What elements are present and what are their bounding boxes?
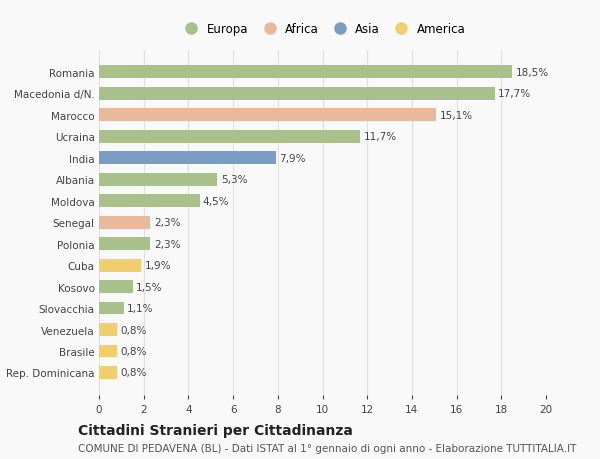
Bar <box>99 345 117 358</box>
Text: Cittadini Stranieri per Cittadinanza: Cittadini Stranieri per Cittadinanza <box>78 423 353 437</box>
Legend: Europa, Africa, Asia, America: Europa, Africa, Asia, America <box>175 18 470 41</box>
Bar <box>99 216 151 229</box>
Text: 2,3%: 2,3% <box>154 239 180 249</box>
Text: 15,1%: 15,1% <box>440 111 473 120</box>
Text: 7,9%: 7,9% <box>279 153 305 163</box>
Text: 2,3%: 2,3% <box>154 218 180 228</box>
Bar <box>99 88 494 101</box>
Text: 17,7%: 17,7% <box>498 89 531 99</box>
Bar <box>99 152 275 165</box>
Bar <box>99 259 142 272</box>
Text: 5,3%: 5,3% <box>221 175 247 185</box>
Bar <box>99 174 217 186</box>
Bar <box>99 366 117 379</box>
Text: 4,5%: 4,5% <box>203 196 229 206</box>
Text: 0,8%: 0,8% <box>120 346 146 356</box>
Text: 11,7%: 11,7% <box>364 132 397 142</box>
Bar <box>99 130 361 143</box>
Text: COMUNE DI PEDAVENA (BL) - Dati ISTAT al 1° gennaio di ogni anno - Elaborazione T: COMUNE DI PEDAVENA (BL) - Dati ISTAT al … <box>78 443 577 453</box>
Text: 1,9%: 1,9% <box>145 261 172 270</box>
Text: 1,1%: 1,1% <box>127 303 154 313</box>
Bar <box>99 195 200 207</box>
Text: 18,5%: 18,5% <box>516 67 549 78</box>
Bar <box>99 109 436 122</box>
Bar <box>99 280 133 293</box>
Bar <box>99 323 117 336</box>
Text: 0,8%: 0,8% <box>120 368 146 378</box>
Bar <box>99 66 512 79</box>
Text: 0,8%: 0,8% <box>120 325 146 335</box>
Text: 1,5%: 1,5% <box>136 282 163 292</box>
Bar <box>99 238 151 251</box>
Bar <box>99 302 124 315</box>
